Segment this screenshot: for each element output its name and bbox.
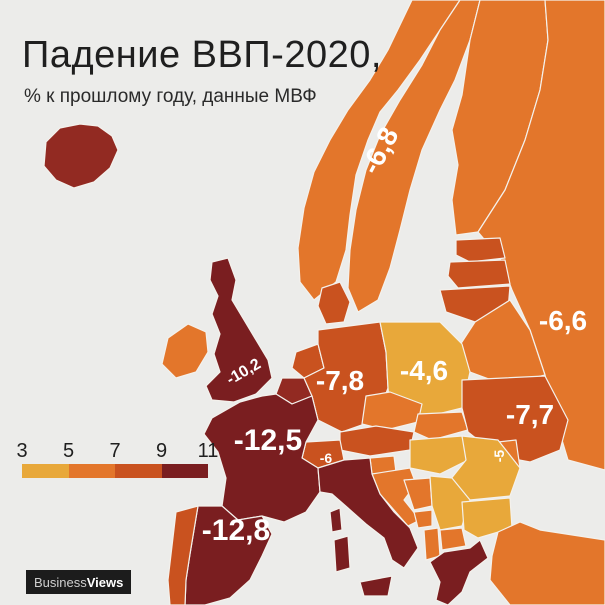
brand-logo: Business Views (26, 570, 132, 594)
chart-title: Падение ВВП-2020, (22, 34, 382, 76)
country-ireland (161, 323, 209, 379)
country-france (203, 393, 321, 523)
country-uk (205, 257, 273, 403)
country-italy (317, 457, 419, 569)
country-estonia (455, 237, 506, 263)
country-greece (429, 539, 489, 605)
brand-part-1: Business (34, 574, 87, 590)
country-iceland (43, 123, 119, 189)
country-romania (449, 435, 521, 501)
label-france: -12,5 (234, 424, 302, 457)
country-sweden (347, 0, 481, 313)
legend-swatch (22, 464, 69, 478)
label-germany: -7,8 (316, 365, 364, 396)
legend-tick: 11 (197, 440, 219, 462)
country-serbia (429, 475, 471, 531)
label-poland: -4,6 (400, 355, 448, 386)
label-romania: -5 (491, 450, 507, 463)
country-sardinia (333, 535, 351, 573)
country-slovakia (413, 411, 469, 441)
legend-swatch (115, 464, 162, 478)
brand-part-2: Views (86, 574, 124, 590)
country-sicily (359, 575, 393, 597)
label-belarus: -6,6 (539, 305, 587, 336)
country-latvia (447, 259, 511, 289)
legend-tick: 3 (16, 440, 28, 462)
color-legend: 3 5 7 9 11 (16, 440, 218, 478)
country-norway (297, 0, 461, 301)
legend-tick: 5 (62, 440, 75, 462)
country-north-macedonia (439, 527, 467, 551)
country-hungary (409, 435, 469, 475)
country-bulgaria (461, 497, 513, 539)
legend-ticks: 3 5 7 9 11 (16, 440, 218, 464)
country-corsica (329, 507, 343, 533)
legend-tick: 7 (109, 440, 121, 462)
country-austria (339, 425, 415, 457)
chart-subtitle: % к прошлому году, данные МВФ (24, 86, 317, 107)
country-turkey (489, 521, 605, 605)
country-albania (423, 527, 441, 561)
country-russia (477, 0, 605, 471)
legend-swatch (68, 464, 115, 478)
label-spain: -12,8 (202, 514, 270, 547)
legend-tick: 9 (155, 440, 168, 462)
country-montenegro (413, 509, 433, 529)
label-ukraine: -7,7 (506, 399, 554, 430)
label-switzerland: -6 (320, 450, 333, 466)
country-denmark (317, 281, 351, 325)
legend-swatch (161, 464, 208, 478)
legend-color-bar (22, 464, 208, 478)
country-portugal (167, 505, 199, 605)
